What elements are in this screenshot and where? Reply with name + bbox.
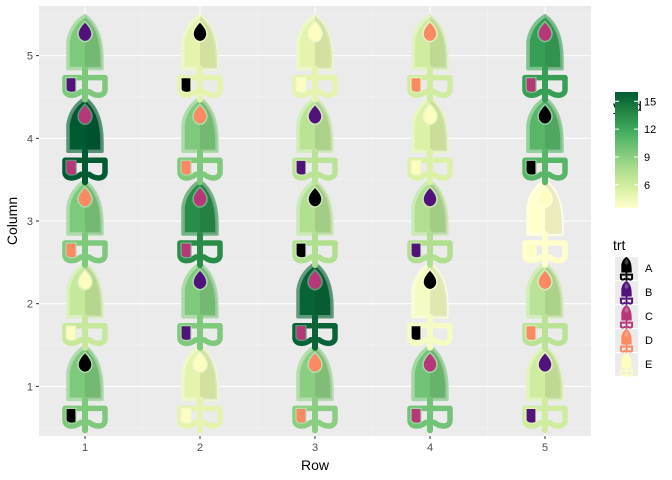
trt-legend-key: D bbox=[615, 328, 653, 353]
yield-tick-label: 12 bbox=[644, 124, 656, 136]
x-tick-label: 1 bbox=[82, 442, 88, 454]
trt-legend-key: E bbox=[615, 352, 652, 377]
y-axis-title: Column bbox=[4, 197, 20, 245]
plant-glyph bbox=[407, 13, 453, 103]
trt-legend-label: C bbox=[645, 311, 653, 323]
plant-glyph bbox=[62, 344, 108, 434]
plant-glyph bbox=[62, 96, 108, 186]
y-tick-label: 2 bbox=[27, 299, 33, 311]
trt-legend-label: E bbox=[645, 359, 652, 371]
trt-legend-label: A bbox=[645, 263, 653, 275]
yield-tick-label: 15 bbox=[644, 96, 656, 108]
plant-glyph bbox=[177, 261, 223, 351]
trt-key-glyph bbox=[619, 256, 634, 281]
x-tick-label: 4 bbox=[427, 442, 433, 454]
plant-glyph bbox=[62, 179, 108, 268]
trt-key-glyph bbox=[619, 328, 634, 353]
plant-glyph bbox=[407, 179, 453, 268]
plant-glyph bbox=[522, 96, 568, 186]
plant-glyph bbox=[292, 344, 338, 434]
plant-glyph bbox=[292, 179, 338, 268]
x-tick-label: 2 bbox=[197, 442, 203, 454]
plant-glyph bbox=[177, 344, 223, 434]
y-tick-label: 3 bbox=[27, 216, 33, 228]
x-axis: 1 2 3 4 5 bbox=[82, 436, 548, 454]
plant-glyph bbox=[177, 96, 223, 186]
trt-key-glyph bbox=[619, 304, 634, 329]
trt-legend-label: B bbox=[645, 287, 652, 299]
trt-legend-key: C bbox=[615, 304, 653, 329]
yield-tick-label: 6 bbox=[644, 180, 650, 192]
yield-colorbar bbox=[615, 92, 638, 208]
yield-legend-ticks: 6 9 12 15 bbox=[615, 96, 656, 192]
plant-glyph bbox=[292, 96, 338, 186]
y-axis: 1 2 3 4 5 bbox=[27, 51, 39, 393]
trt-key-glyph bbox=[619, 352, 634, 377]
plant-glyph bbox=[177, 179, 223, 268]
x-tick-label: 5 bbox=[542, 442, 548, 454]
plant-glyph bbox=[407, 96, 453, 186]
trt-key-glyph bbox=[619, 280, 634, 305]
plant-glyph bbox=[522, 179, 568, 268]
plant-glyph bbox=[407, 261, 453, 351]
plant-glyph bbox=[292, 261, 338, 351]
plant-glyph bbox=[62, 261, 108, 351]
yield-tick-label: 9 bbox=[644, 152, 650, 164]
y-tick-label: 4 bbox=[27, 133, 33, 145]
y-tick-label: 1 bbox=[27, 381, 33, 393]
plant-glyph bbox=[522, 261, 568, 351]
plant-glyphs bbox=[62, 13, 568, 434]
plant-glyph bbox=[407, 344, 453, 434]
trt-legend-title: trt bbox=[613, 237, 626, 253]
plant-glyph bbox=[522, 13, 568, 103]
trt-legend-key: A bbox=[615, 256, 653, 281]
plant-glyph bbox=[292, 13, 338, 103]
trt-legend-label: D bbox=[645, 335, 653, 347]
plant-glyph bbox=[522, 344, 568, 434]
trt-legend-key: B bbox=[615, 280, 652, 305]
y-tick-label: 5 bbox=[27, 51, 33, 63]
plant-glyph bbox=[177, 13, 223, 103]
plant-glyph bbox=[62, 13, 108, 103]
x-axis-title: Row bbox=[301, 457, 330, 473]
x-tick-label: 3 bbox=[312, 442, 318, 454]
